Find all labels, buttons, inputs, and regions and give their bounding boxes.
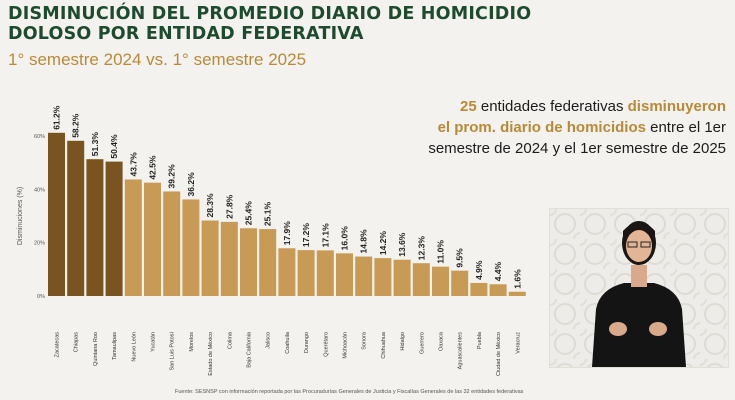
category-label: Sonora <box>362 331 368 350</box>
data-label: 61.2% <box>52 105 62 130</box>
bar <box>489 284 507 296</box>
bar <box>412 263 430 296</box>
y-tick-label: 60% <box>34 134 45 140</box>
data-label: 17.1% <box>320 223 330 248</box>
callout-highlight-2: el prom. diario de homicidios <box>437 119 646 136</box>
y-tick-label: 20% <box>34 241 45 247</box>
page-title: DISMINUCIÓN DEL PROMEDIO DIARIO DE HOMIC… <box>8 4 531 44</box>
bar <box>451 270 469 296</box>
bar <box>105 161 123 296</box>
category-label: Coahuila <box>285 331 291 354</box>
bar <box>67 140 85 296</box>
data-label: 14.2% <box>378 231 388 256</box>
category-label: Estado de México <box>208 332 214 376</box>
category-label: Baja California <box>247 331 253 368</box>
category-label: Yucatán <box>151 332 157 352</box>
category-label: Morelos <box>189 332 195 352</box>
category-label: Guerrero <box>419 332 425 354</box>
data-label: 50.4% <box>109 134 119 159</box>
bar <box>393 259 411 296</box>
data-label: 25.4% <box>244 201 254 226</box>
category-label: Querétaro <box>323 332 329 357</box>
sign-language-interpreter-video <box>549 208 729 368</box>
data-label: 58.2% <box>71 113 81 138</box>
data-label: 17.9% <box>282 221 292 246</box>
category-label: Oaxaca <box>439 331 445 351</box>
category-label: Chihuahua <box>381 331 387 359</box>
data-label: 14.8% <box>359 229 369 254</box>
title-line-2: DOLOSO POR ENTIDAD FEDERATIVA <box>8 24 364 44</box>
data-label: 4.4% <box>493 261 503 281</box>
data-label: 28.3% <box>205 193 215 218</box>
bar <box>240 228 257 296</box>
bar <box>297 250 315 296</box>
category-label: Ciudad de México <box>496 332 502 376</box>
data-label: 16.0% <box>340 226 350 251</box>
category-label: Aguascalientes <box>458 332 464 370</box>
title-line-1: DISMINUCIÓN DEL PROMEDIO DIARIO DE HOMIC… <box>8 4 532 24</box>
bar <box>182 199 200 296</box>
data-label: 36.2% <box>186 172 196 197</box>
data-label: 39.2% <box>167 164 177 189</box>
category-label: Michoacán <box>343 332 349 359</box>
category-label: Tamaulipas <box>112 332 118 360</box>
data-label: 17.2% <box>301 223 311 248</box>
bar <box>355 256 373 296</box>
data-label: 12.3% <box>416 236 426 261</box>
y-tick-label: 0% <box>37 294 45 300</box>
bar <box>259 229 277 296</box>
callout-highlight-1: disminuyeron <box>627 98 726 115</box>
category-label: Jalisco <box>266 332 272 349</box>
bar <box>220 221 238 296</box>
data-label: 9.5% <box>455 248 465 268</box>
bar <box>144 182 161 296</box>
callout-count: 25 <box>460 98 477 115</box>
bar <box>278 248 296 296</box>
category-label: Colima <box>227 331 233 349</box>
category-label: Veracruz <box>515 332 521 354</box>
data-label: 51.3% <box>90 132 100 157</box>
data-label: 43.7% <box>128 152 138 177</box>
bar <box>336 253 353 296</box>
data-label: 25.1% <box>263 202 273 227</box>
category-label: San Luis Potosí <box>170 332 176 371</box>
data-label: 1.6% <box>512 269 522 289</box>
category-label: Hidalgo <box>400 332 406 351</box>
bar <box>201 220 219 296</box>
category-label: Zacatecas <box>55 332 61 358</box>
category-label: Nuevo León <box>131 332 137 362</box>
bar <box>163 191 181 296</box>
callout-text-1: entidades federativas <box>476 98 628 115</box>
callout-text-2: entre el 1er semestre de 2024 y el 1er s… <box>428 119 726 157</box>
data-label: 42.5% <box>148 155 158 180</box>
category-label: Puebla <box>477 331 483 349</box>
bar <box>508 291 526 296</box>
bar <box>470 282 488 296</box>
bar <box>432 266 449 296</box>
bar <box>316 250 334 296</box>
category-label: Durango <box>304 332 310 353</box>
bar <box>374 258 392 296</box>
data-label: 11.0% <box>436 240 446 264</box>
summary-callout: 25 entidades federativas disminuyeron el… <box>390 96 726 159</box>
page-subtitle: 1° semestre 2024 vs. 1° semestre 2025 <box>8 50 307 69</box>
category-label: Chiapas <box>74 332 80 352</box>
data-label: 13.6% <box>397 232 407 257</box>
y-axis-label: Disminuciones (%) <box>17 187 24 245</box>
interpreter-figure <box>550 209 728 367</box>
category-label: Quintana Roo <box>93 332 99 366</box>
source-note: Fuente: SESNSP con información reportada… <box>175 389 524 395</box>
data-label: 27.8% <box>224 194 234 219</box>
y-tick-label: 40% <box>34 187 45 193</box>
bar <box>124 179 142 296</box>
bar <box>86 159 104 296</box>
bar <box>48 132 65 296</box>
data-label: 4.9% <box>474 260 484 280</box>
